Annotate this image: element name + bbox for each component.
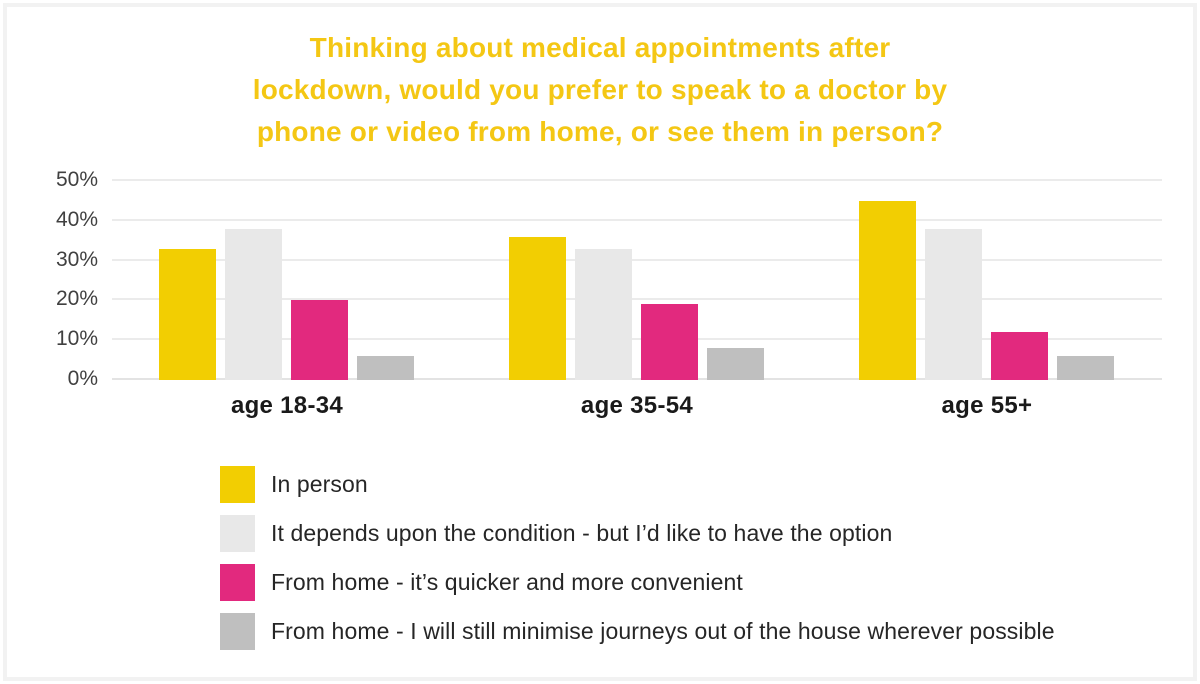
legend-label: It depends upon the condition - but I’d … [271, 520, 893, 546]
y-axis-tick-label: 50% [55, 168, 98, 191]
y-axis-tick-label: 20% [55, 287, 98, 311]
plot-area: 0% 10% 20% 30% 40% 50% [56, 168, 1162, 390]
gridline-30: 30% [56, 248, 1162, 271]
y-axis-tick-label: 40% [55, 207, 98, 231]
legend-label: From home - I will still minimise journe… [271, 618, 1055, 644]
x-axis-category-label: age 35-54 [580, 392, 694, 419]
legend-item: From home - it’s quicker and more conven… [220, 564, 1055, 601]
bar [925, 228, 983, 380]
y-axis-tick-label: 10% [55, 327, 98, 351]
legend-swatch [220, 466, 255, 503]
gridline-20: 20% [56, 287, 1162, 310]
bar [641, 304, 699, 380]
gridline-10: 10% [56, 327, 1162, 350]
chart-title-line-1: Thinking about medical appointments afte… [309, 32, 891, 63]
x-axis-labels: age 18-34 age 35-54 age 55+ [112, 392, 1162, 420]
legend-label: In person [271, 471, 368, 497]
bar [1057, 356, 1115, 380]
bar [357, 356, 415, 380]
legend-item: From home - I will still minimise journe… [220, 613, 1055, 650]
bar [509, 236, 567, 380]
gridline-40: 40% [56, 208, 1162, 231]
bar [575, 248, 633, 380]
x-axis-category-label: age 55+ [941, 392, 1033, 419]
legend-item: In person [220, 466, 1055, 503]
gridline-0: 0% [68, 367, 1162, 390]
chart-title: Thinking about medical appointments afte… [0, 27, 1200, 153]
legend-item: It depends upon the condition - but I’d … [220, 515, 1055, 552]
legend-swatch [220, 613, 255, 650]
chart-title-line-2: lockdown, would you prefer to speak to a… [252, 74, 948, 105]
y-axis-tick-label: 30% [55, 247, 98, 271]
bar-groups [112, 181, 1162, 380]
legend-swatch [220, 515, 255, 552]
y-axis-tick-label: 0% [67, 367, 98, 390]
bar-group-age-55+ [812, 181, 1162, 380]
x-axis-category-label: age 18-34 [230, 392, 344, 419]
gridline-50: 50% [56, 168, 1162, 191]
legend-label: From home - it’s quicker and more conven… [271, 569, 743, 595]
legend-swatch [220, 564, 255, 601]
bar [707, 348, 765, 380]
bar [991, 332, 1049, 380]
bar-group-age-18-34 [112, 181, 462, 380]
bar [291, 300, 349, 380]
chart-legend: In person It depends upon the condition -… [220, 466, 1055, 650]
bar-group-age-35-54 [462, 181, 812, 380]
bar [225, 228, 283, 380]
bar [159, 248, 217, 380]
chart-title-line-3: phone or video from home, or see them in… [256, 116, 944, 147]
bar [859, 200, 917, 380]
